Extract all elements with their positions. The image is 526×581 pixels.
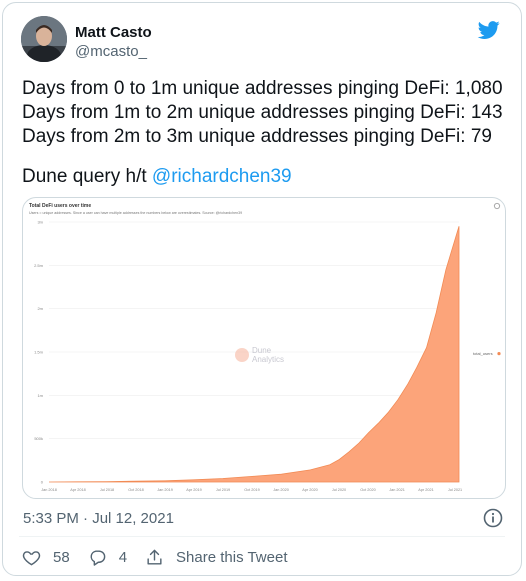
like-button[interactable]: 58 <box>22 548 70 567</box>
legend-label: total_users <box>473 351 493 356</box>
mention-link[interactable]: @richardchen39 <box>151 166 292 187</box>
tweet-line: Days from 1m to 2m unique addresses ping… <box>22 102 503 123</box>
x-tick-label: Jan 2021 <box>389 488 405 492</box>
x-tick-label: Oct 2018 <box>128 488 143 492</box>
tweet-credit-line: Dune query h/t @richardchen39 <box>22 165 512 189</box>
reply-icon <box>90 549 105 566</box>
credit-prefix: Dune query h/t <box>22 166 152 187</box>
chart-image[interactable]: Total DeFi users over time Users = unique… <box>22 197 506 499</box>
author-name[interactable]: Matt Casto <box>75 24 152 41</box>
legend-marker <box>497 352 501 356</box>
x-tick-label: Apr 2021 <box>418 488 433 492</box>
dune-logo <box>235 348 249 362</box>
reply-count: 4 <box>118 548 128 566</box>
x-tick-label: Oct 2019 <box>244 488 259 492</box>
action-bar: 58 4 Share this Tweet <box>22 545 305 569</box>
heart-icon <box>22 550 41 565</box>
tweet-card[interactable]: Matt Casto @mcasto_ Days from 0 to 1m un… <box>2 2 522 576</box>
chart: Total DeFi users over time Users = unique… <box>29 202 501 492</box>
watermark-text: Analytics <box>252 355 284 364</box>
chart-title: Total DeFi users over time <box>29 203 91 209</box>
avatar[interactable] <box>21 16 67 62</box>
x-tick-label: Jul 2018 <box>100 488 114 492</box>
y-tick-label: 0 <box>41 480 44 485</box>
x-tick-label: Apr 2018 <box>70 488 85 492</box>
reply-button[interactable]: 4 <box>88 548 127 567</box>
share-label: Share this Tweet <box>176 548 288 566</box>
x-tick-label: Jan 2020 <box>273 488 289 492</box>
x-tick-label: Jan 2019 <box>157 488 173 492</box>
x-tick-label: Jan 2018 <box>41 488 57 492</box>
share-button[interactable]: Share this Tweet <box>145 548 287 567</box>
x-tick-label: Apr 2019 <box>186 488 201 492</box>
y-tick-label: 2.5m <box>34 263 44 268</box>
y-tick-label: 500k <box>34 436 43 441</box>
x-tick-label: Jul 2021 <box>448 488 462 492</box>
y-tick-label: 2m <box>37 306 43 311</box>
tweet-line: Days from 0 to 1m unique addresses pingi… <box>22 78 503 99</box>
info-icon[interactable] <box>483 508 503 528</box>
twitter-bird-icon[interactable] <box>477 19 501 41</box>
chart-subtitle: Users = unique addresses. Since a user c… <box>29 211 242 215</box>
y-tick-label: 1.5m <box>34 350 44 355</box>
watermark-text: Dune <box>252 346 272 355</box>
timestamp[interactable]: 5:33 PM · Jul 12, 2021 <box>23 510 174 527</box>
share-icon <box>147 549 162 565</box>
tweet-line: Days from 2m to 3m unique addresses ping… <box>22 126 492 147</box>
x-tick-label: Apr 2020 <box>302 488 317 492</box>
author-handle[interactable]: @mcasto_ <box>75 43 147 60</box>
tweet-text: Days from 0 to 1m unique addresses pingi… <box>22 77 512 189</box>
x-tick-label: Oct 2020 <box>360 488 375 492</box>
x-tick-label: Jul 2019 <box>216 488 230 492</box>
x-tick-label: Jul 2020 <box>332 488 346 492</box>
y-tick-label: 1m <box>37 393 43 398</box>
divider <box>19 536 505 537</box>
y-tick-label: 3m <box>37 220 43 225</box>
like-count: 58 <box>53 548 70 566</box>
gear-icon <box>493 202 501 210</box>
area-series-total-users <box>48 226 460 483</box>
